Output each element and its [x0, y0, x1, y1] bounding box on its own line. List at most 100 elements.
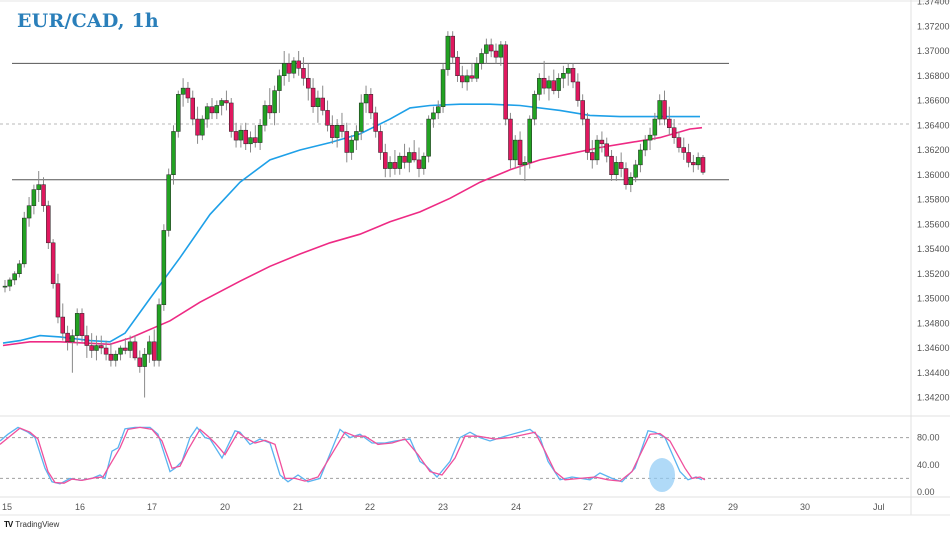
stochastic-axis[interactable]: 80.00 40.00 0.00: [917, 433, 940, 497]
time-tick-label: 22: [365, 502, 375, 512]
stoch-tick-label: 0.00: [917, 487, 935, 497]
candle-up: [421, 155, 427, 169]
candle-up: [36, 184, 41, 190]
candle-down: [301, 68, 306, 79]
oversold-highlight-circle: [649, 458, 675, 493]
candle-up: [358, 102, 364, 132]
candle-down: [416, 159, 422, 169]
candle-up: [513, 139, 518, 161]
candle-up: [214, 105, 220, 114]
candle-up: [248, 137, 253, 145]
candle-down: [667, 118, 672, 128]
candle-down: [79, 313, 85, 336]
candle-down: [585, 118, 590, 153]
price-tick-label: 1.35400: [917, 244, 950, 254]
candle-down: [580, 100, 585, 120]
price-tick-label: 1.35200: [917, 269, 950, 279]
candle-up: [94, 345, 99, 351]
price-tick-label: 1.37000: [917, 46, 950, 56]
candle-up: [315, 97, 321, 107]
candle-up: [479, 53, 484, 64]
candle-down: [575, 81, 581, 101]
time-tick-label: 17: [147, 502, 157, 512]
candle-up: [118, 347, 123, 355]
candle-down: [618, 162, 624, 169]
candle-down: [185, 87, 191, 99]
candle-down: [310, 87, 316, 107]
candle-up: [532, 94, 537, 120]
candle-up: [407, 152, 412, 163]
candle-down: [691, 162, 696, 166]
candle-down: [195, 118, 200, 136]
candle-up: [695, 157, 701, 166]
candle-down: [344, 131, 350, 153]
candle-down: [267, 105, 273, 114]
candle-down: [368, 94, 374, 114]
candle-up: [397, 155, 402, 169]
candle-up: [281, 63, 287, 76]
candle-up: [546, 80, 552, 89]
candle-down: [209, 106, 215, 114]
candle-up: [628, 176, 634, 185]
candle-up: [272, 90, 277, 114]
candle-down: [99, 345, 104, 349]
candle-up: [431, 112, 436, 120]
candle-up: [156, 304, 162, 361]
candle-down: [253, 137, 258, 143]
candle-down: [108, 353, 114, 361]
candle-up: [171, 131, 176, 175]
candle-up: [387, 162, 393, 169]
candle-up: [74, 313, 80, 336]
time-tick-label: 30: [800, 502, 810, 512]
horizontal-levels[interactable]: [0, 62, 911, 181]
candle-down: [392, 162, 398, 169]
candle-up: [498, 44, 504, 58]
price-tick-label: 1.35800: [917, 195, 950, 205]
time-tick-label: 23: [438, 502, 448, 512]
candle-up: [262, 105, 268, 126]
candle-up: [642, 139, 648, 151]
candle-up: [354, 131, 359, 141]
candle-up: [161, 230, 167, 305]
candle-down: [450, 35, 455, 58]
time-tick-label: 24: [511, 502, 521, 512]
candle-down: [103, 347, 109, 355]
candle-up: [614, 162, 619, 175]
candle-down: [604, 143, 609, 157]
candle-down: [551, 80, 557, 91]
price-axis[interactable]: 1.37400 1.37200 1.37000 1.36800 1.36600 1.364…: [917, 0, 950, 403]
candle-up: [12, 273, 17, 281]
candle-up: [127, 341, 133, 351]
stoch-tick-label: 40.00: [917, 460, 940, 470]
price-tick-label: 1.34200: [917, 393, 950, 403]
candle-down: [681, 147, 686, 153]
candle-up: [200, 118, 205, 136]
candle-down: [60, 316, 66, 334]
candle-down: [190, 97, 195, 120]
candle-down: [508, 118, 513, 161]
candle-up: [147, 341, 152, 355]
candle-down: [488, 44, 494, 52]
candle-down: [676, 137, 682, 148]
candle-down: [320, 97, 325, 111]
stoch-k-line: [0, 426, 703, 485]
candle-up: [349, 139, 354, 153]
candle-down: [339, 125, 345, 132]
candle-down: [243, 129, 248, 145]
candle-down: [55, 283, 61, 318]
candle-up: [363, 94, 369, 104]
candle-up: [7, 279, 13, 287]
candle-up: [257, 125, 263, 143]
candle-up: [2, 285, 8, 288]
time-tick-label: 20: [220, 502, 230, 512]
candle-up: [219, 100, 224, 106]
candle-down: [623, 168, 629, 185]
candle-down: [493, 50, 499, 58]
time-tick-label: 27: [583, 502, 593, 512]
candle-up: [440, 69, 446, 107]
candle-down: [151, 341, 157, 361]
candle-down: [700, 157, 706, 173]
candle-down: [46, 205, 51, 244]
time-axis[interactable]: 15 16 17 20 21 22 23 24 27 28 29 30 Jul: [2, 502, 885, 512]
